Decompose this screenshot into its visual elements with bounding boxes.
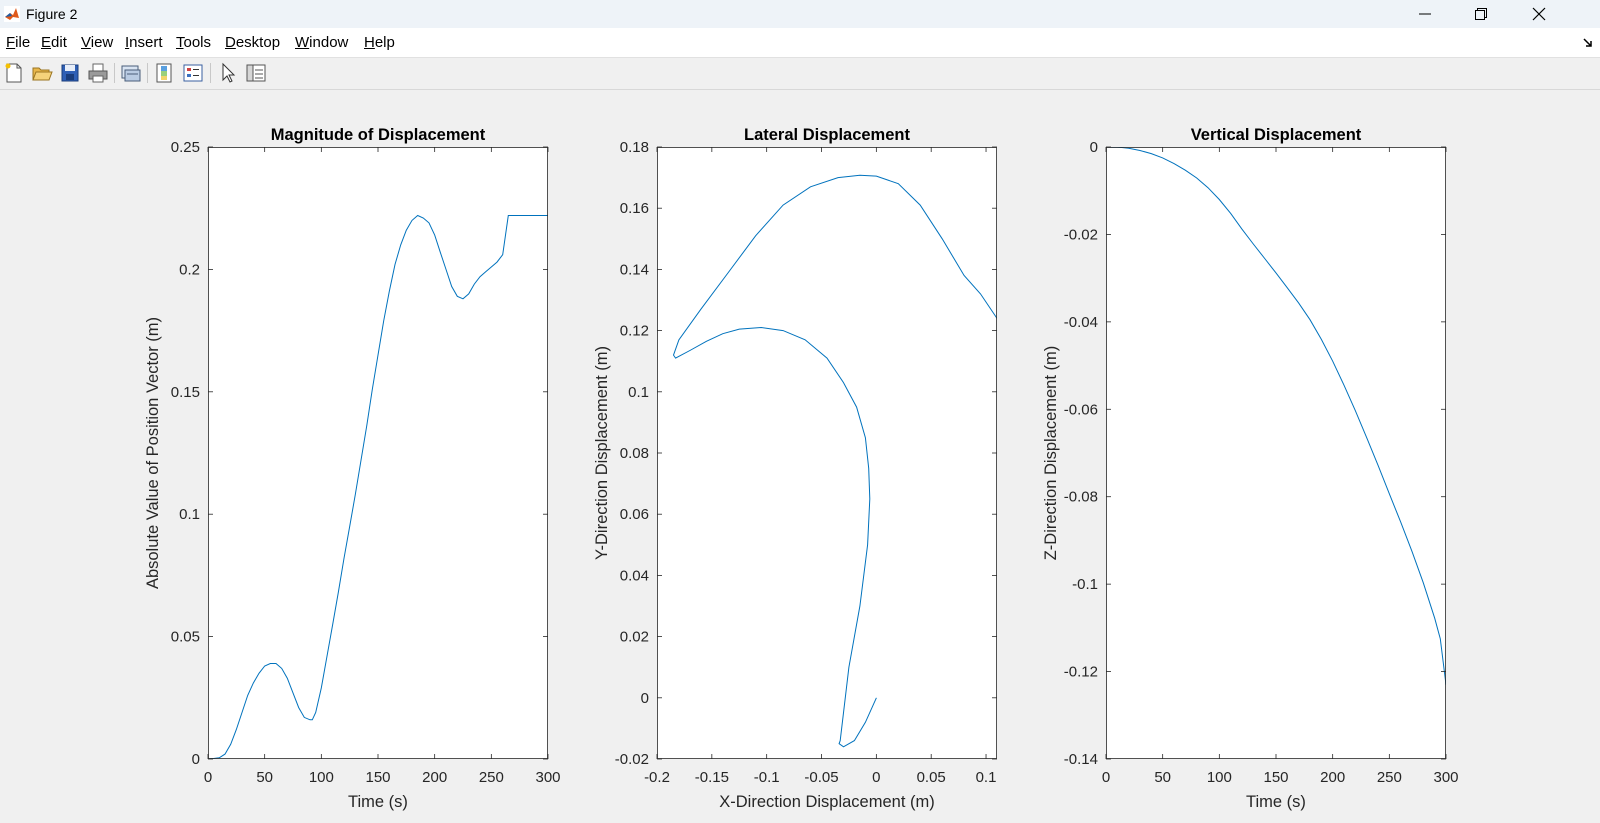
x-tick-label: 100 — [1207, 769, 1232, 786]
close-button[interactable] — [1510, 0, 1568, 28]
menu-insert[interactable]: Insert — [125, 34, 163, 51]
restore-icon — [1475, 8, 1487, 20]
x-axis-label: Time (s) — [348, 793, 408, 811]
x-tick-label: 100 — [309, 769, 334, 786]
y-tick-label: 0.16 — [620, 200, 649, 217]
x-tick-label: -0.15 — [695, 769, 729, 786]
plot-area[interactable] — [208, 147, 548, 759]
x-tick-label: 200 — [422, 769, 447, 786]
window-title: Figure 2 — [26, 6, 78, 22]
x-tick-label: -0.2 — [644, 769, 670, 786]
x-tick-label: 0 — [204, 769, 212, 786]
colorbar-icon[interactable] — [153, 61, 177, 85]
legend-icon[interactable] — [181, 61, 205, 85]
y-tick-label: 0.25 — [171, 139, 200, 156]
y-tick-label: 0.12 — [620, 323, 649, 340]
axes-3: 0 50 100 150 200 250 300 -0.14 -0.12 -0.1 -0.08 -0.… — [1042, 126, 1459, 811]
x-tick-label: 300 — [535, 769, 560, 786]
menu-edit[interactable]: Edit — [41, 34, 67, 51]
y-tick-label: 0.05 — [171, 629, 200, 646]
y-axis-label: Z-Direction Displacement (m) — [1042, 346, 1060, 561]
edit-plot-arrow-icon[interactable] — [216, 61, 240, 85]
x-tick-label: -0.1 — [754, 769, 780, 786]
y-tick-label: -0.12 — [1064, 664, 1098, 681]
toolbar-separator — [210, 63, 211, 83]
axes-title: Magnitude of Displacement — [271, 126, 486, 144]
menu-view[interactable]: View — [81, 34, 114, 51]
y-tick-label: -0.08 — [1064, 489, 1098, 506]
close-icon — [1532, 7, 1546, 21]
y-tick-label: -0.1 — [1072, 576, 1098, 593]
x-tick-label: 200 — [1320, 769, 1345, 786]
open-file-icon[interactable] — [30, 61, 54, 85]
new-figure-icon[interactable] — [2, 61, 26, 85]
y-tick-label: 0.2 — [179, 261, 200, 278]
menu-bar: File Edit View Insert Tools Desktop Wind… — [0, 28, 1600, 58]
print-icon[interactable] — [86, 61, 110, 85]
toolbar — [0, 58, 1600, 90]
y-tick-label: -0.04 — [1064, 314, 1098, 331]
y-tick-label: 0.14 — [620, 261, 649, 278]
x-tick-label: 150 — [1263, 769, 1288, 786]
y-tick-label: 0 — [1090, 139, 1098, 156]
property-inspector-icon[interactable] — [244, 61, 268, 85]
axes-1: 0 50 100 150 200 250 300 0 0.05 0.1 0.15 0.2 0.25 Mag… — [144, 126, 561, 811]
series-line — [208, 214, 548, 759]
y-axis-label: Absolute Value of Position Vector (m) — [144, 317, 162, 589]
menu-window[interactable]: Window — [295, 34, 349, 51]
y-tick-label: 0.02 — [620, 629, 649, 646]
x-tick-label: 50 — [256, 769, 273, 786]
y-tick-label: -0.02 — [1064, 226, 1098, 243]
x-tick-label: 300 — [1433, 769, 1458, 786]
menu-desktop[interactable]: Desktop — [225, 34, 281, 51]
axes-title: Lateral Displacement — [744, 126, 910, 144]
x-tick-label: 0.1 — [976, 769, 997, 786]
plot-area[interactable] — [657, 147, 997, 759]
axes-title: Vertical Displacement — [1191, 126, 1362, 144]
y-tick-label: 0 — [192, 751, 200, 768]
x-tick-label: 0 — [872, 769, 880, 786]
menu-help[interactable]: Help — [364, 34, 395, 51]
y-tick-label: 0.08 — [620, 445, 649, 462]
x-tick-label: 0 — [1102, 769, 1110, 786]
y-tick-label: -0.06 — [1064, 401, 1098, 418]
menu-file[interactable]: File — [6, 34, 31, 51]
y-tick-label: 0.18 — [620, 139, 649, 156]
figure-canvas: 0 50 100 150 200 250 300 0 0.05 0.1 0.15 0.2 0.25 Mag… — [144, 126, 1459, 811]
toolbar-separator — [114, 63, 115, 83]
series-line — [1106, 147, 1446, 685]
y-tick-label: -0.02 — [615, 751, 649, 768]
menu-tools[interactable]: Tools — [176, 34, 212, 51]
dock-figure-icon[interactable] — [1582, 37, 1594, 49]
link-plot-icon[interactable] — [119, 61, 143, 85]
y-tick-label: 0.06 — [620, 506, 649, 523]
x-tick-label: 250 — [1377, 769, 1402, 786]
save-icon[interactable] — [58, 61, 82, 85]
x-tick-label: -0.05 — [804, 769, 838, 786]
y-tick-label: 0.1 — [179, 506, 200, 523]
title-bar: Figure 2 — [0, 0, 1600, 28]
toolbar-separator — [147, 63, 148, 83]
axes-2: -0.2 -0.15 -0.1 -0.05 0 0.05 0.1 -0.02 0 0.02 0.04… — [593, 126, 997, 811]
restore-button[interactable] — [1452, 0, 1510, 28]
y-tick-label: 0 — [641, 690, 649, 707]
plot-area[interactable] — [1106, 147, 1446, 759]
x-axis-label: Time (s) — [1246, 793, 1306, 811]
y-tick-label: 0.15 — [171, 384, 200, 401]
y-tick-label: -0.14 — [1064, 751, 1098, 768]
minimize-button[interactable] — [1396, 0, 1454, 28]
y-tick-label: 0.04 — [620, 567, 649, 584]
x-tick-label: 0.05 — [917, 769, 946, 786]
minimize-icon — [1419, 13, 1431, 15]
y-tick-label: 0.1 — [628, 384, 649, 401]
matlab-logo-icon — [4, 6, 20, 22]
series-line — [672, 174, 997, 748]
x-tick-label: 150 — [365, 769, 390, 786]
x-tick-label: 50 — [1154, 769, 1171, 786]
x-tick-label: 250 — [479, 769, 504, 786]
y-axis-label: Y-Direction Displacement (m) — [593, 346, 611, 560]
x-axis-label: X-Direction Displacement (m) — [719, 793, 934, 811]
